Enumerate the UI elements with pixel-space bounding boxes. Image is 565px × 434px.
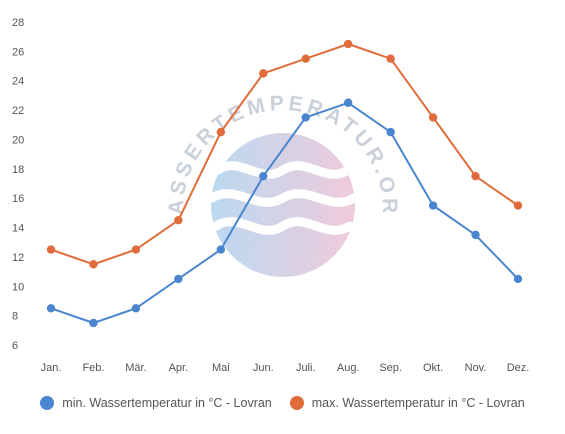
data-point-max[interactable] [386,54,395,63]
x-tick-label: Jan. [41,362,62,374]
data-point-max[interactable] [259,69,268,78]
legend: min. Wassertemperatur in °C - Lovran max… [0,396,565,410]
x-tick-label: Aug. [337,362,360,374]
data-point-max[interactable] [343,39,353,49]
x-tick-label: Okt. [423,362,443,374]
data-point-max[interactable] [471,171,480,181]
y-tick-label: 8 [12,311,18,323]
data-point-min[interactable] [513,274,523,284]
y-tick-label: 24 [12,76,24,88]
series-line-max [50,43,519,266]
y-tick-label: 22 [12,105,24,117]
series-line-min [50,101,519,324]
data-point-min[interactable] [343,98,353,107]
x-tick-label: Mär. [125,362,146,374]
data-point-min[interactable] [131,304,141,313]
data-point-min[interactable] [428,201,438,210]
data-point-min[interactable] [174,274,183,284]
x-axis: Jan. Feb. Mär. Apr. Mai Jun. Juli. Aug. Sep. Okt.… [41,362,530,374]
data-point-max[interactable] [89,260,98,269]
y-tick-label: 26 [12,46,24,58]
x-tick-label: Juli. [296,362,316,374]
legend-item-max[interactable]: max. Wassertemperatur in °C - Lovran [289,396,525,410]
y-axis: 6 8 10 12 14 16 18 20 22 24 26 28 [12,17,24,352]
data-point-min[interactable] [386,127,395,137]
data-point-max[interactable] [513,201,523,210]
watermark-logo: WASSERTEMPERATUR.ORG [0,0,397,277]
legend-marker-min [40,396,55,410]
y-tick-label: 14 [12,223,24,235]
data-point-min[interactable] [89,318,98,328]
data-point-min[interactable] [471,230,480,240]
x-tick-label: Mai [212,362,230,374]
legend-marker-max [289,396,304,410]
data-point-min[interactable] [259,171,268,181]
data-point-max[interactable] [174,216,183,225]
data-point-max[interactable] [301,54,310,63]
data-point-max[interactable] [216,127,226,137]
y-tick-label: 6 [12,340,18,352]
series-layer [46,39,523,328]
legend-label-min: min. Wassertemperatur in °C - Lovran [62,396,272,410]
data-point-min[interactable] [46,304,56,313]
y-tick-label: 18 [12,164,24,176]
x-tick-label: Feb. [82,362,104,374]
data-point-max[interactable] [131,245,141,254]
y-tick-label: 12 [12,252,24,264]
y-tick-label: 10 [12,281,24,293]
y-tick-label: 16 [12,193,24,205]
x-tick-label: Sep. [379,362,402,374]
legend-label-max: max. Wassertemperatur in °C - Lovran [311,396,525,410]
x-tick-label: Apr. [169,362,189,374]
data-point-min[interactable] [301,113,310,122]
x-tick-label: Jun. [253,362,274,374]
data-point-max[interactable] [46,245,56,254]
x-tick-label: Dez. [507,362,530,374]
y-tick-label: 20 [12,134,24,146]
data-point-min[interactable] [216,245,226,254]
x-tick-label: Nov. [465,362,487,374]
y-tick-label: 28 [12,17,24,29]
data-point-max[interactable] [428,113,438,122]
legend-item-min[interactable]: min. Wassertemperatur in °C - Lovran [40,396,272,410]
